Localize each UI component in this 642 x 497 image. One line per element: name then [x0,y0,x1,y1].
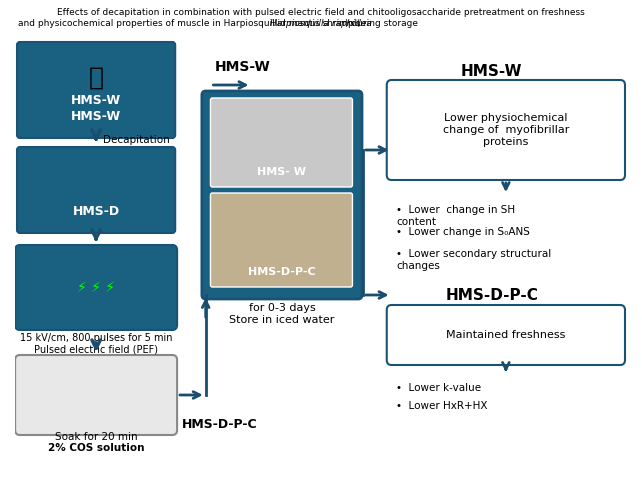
Text: Effects of decapitation in combination with pulsed electric field and chitooligo: Effects of decapitation in combination w… [57,8,585,17]
FancyBboxPatch shape [15,355,177,435]
Text: HMS-D-P-C: HMS-D-P-C [445,287,538,303]
Text: Harpiosquilla raphidea: Harpiosquilla raphidea [270,19,372,28]
Text: and physicochemical properties of muscle in Harpiosquillid mantis shrimp (: and physicochemical properties of muscle… [18,19,360,28]
Text: 🦐: 🦐 [89,66,103,90]
Text: HMS-D-P-C: HMS-D-P-C [182,418,257,431]
Text: for 0-3 days: for 0-3 days [248,303,315,313]
Text: Lower physiochemical
change of  myofibrillar
proteins: Lower physiochemical change of myofibril… [443,113,569,147]
FancyBboxPatch shape [15,245,177,330]
Text: •  Lower  change in SH
content: • Lower change in SH content [396,205,516,227]
FancyBboxPatch shape [386,80,625,180]
Text: 15 kV/cm, 800 pulses for 5 min: 15 kV/cm, 800 pulses for 5 min [20,333,172,343]
Text: HMS-W: HMS-W [215,60,271,74]
FancyBboxPatch shape [386,305,625,365]
Text: ⚡ ⚡ ⚡: ⚡ ⚡ ⚡ [77,281,115,295]
Text: •  Lower change in S₀ANS: • Lower change in S₀ANS [396,227,530,237]
Text: HMS-W: HMS-W [71,110,121,123]
Text: •  Lower k-value: • Lower k-value [396,383,482,393]
Text: HMS-D-P-C: HMS-D-P-C [248,267,315,277]
Text: HMS-D: HMS-D [73,205,119,218]
FancyBboxPatch shape [211,98,352,187]
Text: Decapitation: Decapitation [103,135,169,145]
FancyBboxPatch shape [211,193,352,287]
Text: Maintained freshness: Maintained freshness [446,330,566,340]
FancyBboxPatch shape [17,147,175,233]
FancyBboxPatch shape [17,42,175,138]
Text: 2% COS solution: 2% COS solution [48,443,144,453]
Text: HMS- W: HMS- W [257,167,306,177]
Text: HMS-W: HMS-W [461,65,523,80]
Text: Pulsed electric field (PEF): Pulsed electric field (PEF) [34,345,158,355]
Text: Soak for 20 min: Soak for 20 min [55,432,137,442]
Text: ) during storage: ) during storage [345,19,419,28]
Text: Store in iced water: Store in iced water [229,315,334,325]
Text: •  Lower secondary structural
changes: • Lower secondary structural changes [396,249,551,270]
FancyBboxPatch shape [202,91,362,299]
Text: •  Lower HxR+HX: • Lower HxR+HX [396,401,488,411]
Text: HMS-W: HMS-W [71,93,121,106]
